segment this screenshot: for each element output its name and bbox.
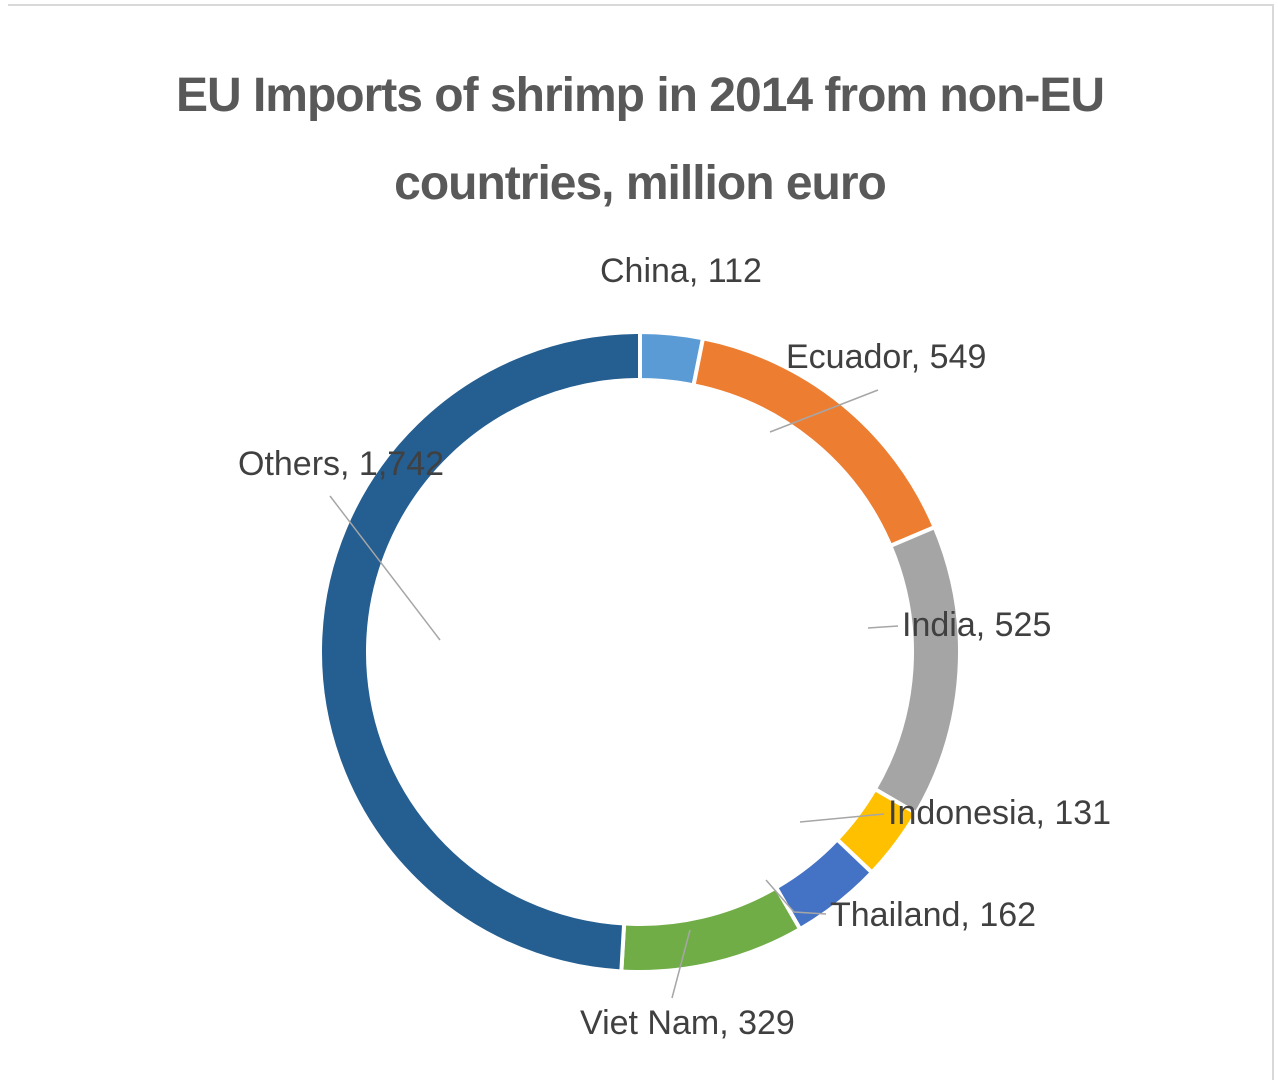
- data-label-china: China, 112: [600, 252, 762, 290]
- leader-line-india: [867, 625, 899, 629]
- chart-title-line-2: countries, million euro: [394, 157, 887, 210]
- leader-line-ecuador: [769, 389, 879, 433]
- data-label-indonesia: Indonesia, 131: [888, 794, 1111, 832]
- leader-line-indonesia: [799, 813, 885, 823]
- chart-area: [8, 4, 1274, 1080]
- leader-line-others: [329, 495, 441, 641]
- data-label-viet-nam: Viet Nam, 329: [580, 1004, 795, 1042]
- data-label-india: India, 525: [902, 606, 1051, 644]
- leader-line-viet-nam: [671, 929, 691, 999]
- leader-line-thailand: [765, 879, 827, 915]
- donut-slice-india: [872, 524, 962, 817]
- data-label-thailand: Thailand, 162: [830, 896, 1036, 934]
- data-label-others: Others, 1,742: [238, 445, 444, 483]
- data-label-ecuador: Ecuador, 549: [786, 338, 986, 376]
- donut-slice-viet-nam: [619, 884, 803, 974]
- chart-title: EU Imports of shrimp in 2014 from non-EU…: [160, 52, 1120, 228]
- donut-slice-others: [318, 329, 642, 974]
- chart-title-line-1: EU Imports of shrimp in 2014 from non-EU: [175, 69, 1105, 122]
